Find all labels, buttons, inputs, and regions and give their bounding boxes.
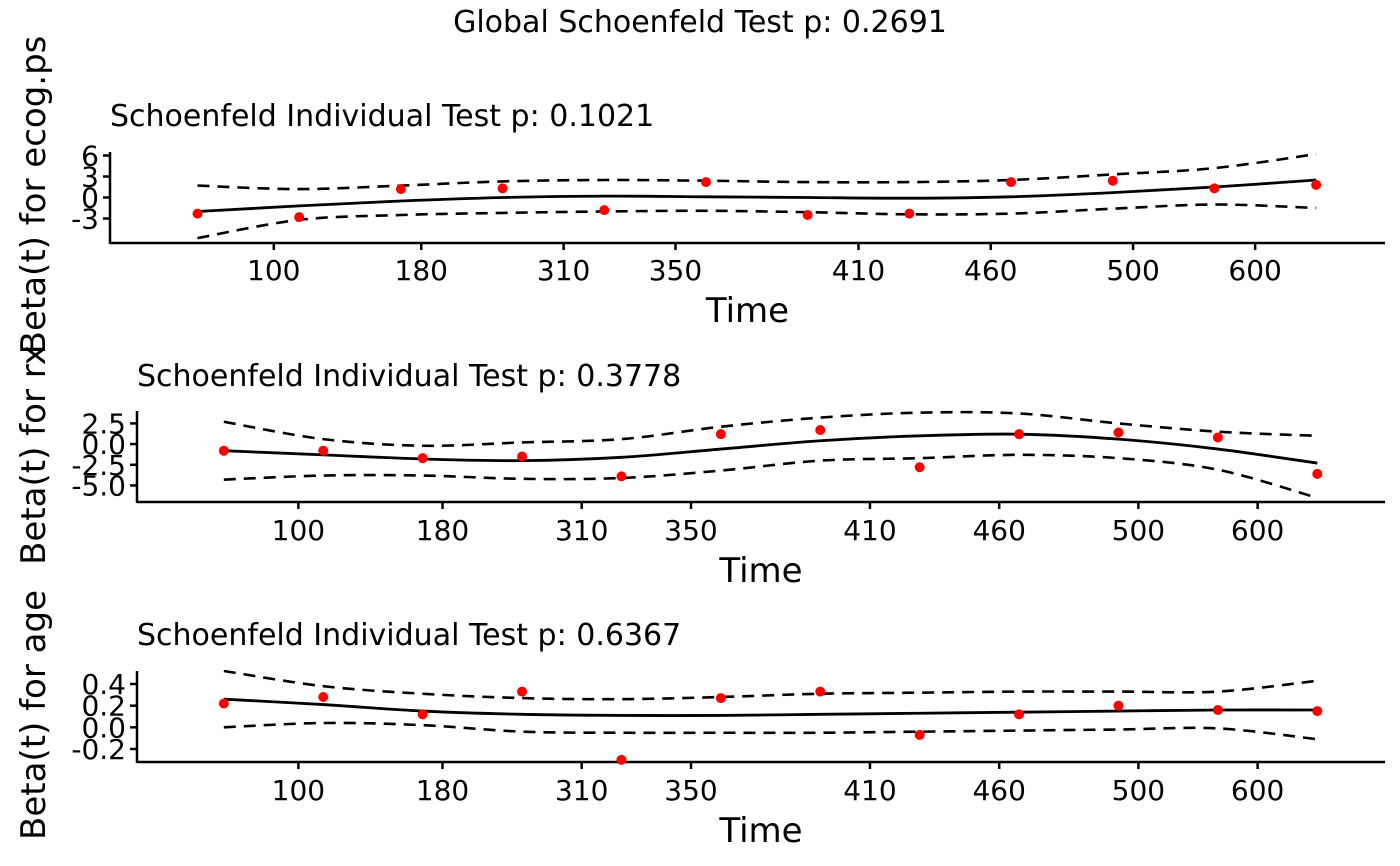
y-tick-label: 0.4 (81, 668, 126, 701)
fit-line (223, 697, 1318, 717)
data-point (1212, 432, 1223, 443)
x-tick-label: 180 (416, 774, 469, 807)
data-point (616, 471, 627, 482)
data-point (1107, 175, 1118, 186)
data-point (1006, 177, 1017, 188)
y-tick-label: 6 (81, 140, 99, 173)
x-axis-label: Time (705, 291, 789, 331)
y-tick-label: -0.2 (71, 733, 126, 766)
panel-3: Schoenfeld Individual Test p: 0.6367 -0.2… (71, 618, 1385, 851)
data-point (192, 208, 203, 219)
x-tick-label: 460 (964, 254, 1017, 287)
x-axis-label: Time (718, 551, 802, 591)
x-axis-label: Time (718, 811, 802, 851)
x-tick-label: 410 (832, 254, 885, 287)
panel-title: Schoenfeld Individual Test p: 0.1021 (110, 99, 654, 134)
x-tick-label: 410 (843, 774, 896, 807)
data-point (1014, 709, 1025, 720)
x-tick-label: 350 (664, 514, 717, 547)
y-axis-label-ecog: Beta(t) for ecog.ps (14, 36, 54, 355)
y-axis-label-rx: Beta(t) for rx (14, 345, 54, 565)
data-point (914, 462, 925, 473)
x-tick-label: 500 (1112, 514, 1165, 547)
x-tick-label: 500 (1106, 254, 1159, 287)
x-tick-label: 180 (395, 254, 448, 287)
global-title: Global Schoenfeld Test p: 0.2691 (453, 5, 947, 40)
data-point (1212, 705, 1223, 715)
panel-title: Schoenfeld Individual Test p: 0.6367 (137, 618, 681, 653)
data-point (1209, 183, 1220, 194)
data-point (517, 451, 528, 462)
data-point (904, 208, 915, 219)
y-tick-label: 0 (81, 182, 99, 215)
plot-area (197, 152, 1317, 240)
data-point (318, 692, 329, 702)
data-point (1312, 468, 1323, 479)
data-point (294, 212, 305, 223)
x-tick-label: 350 (649, 254, 702, 287)
x-tick-label: 500 (1112, 774, 1165, 807)
x-tick-label: 600 (1231, 774, 1284, 807)
x-tick-label: 310 (555, 774, 608, 807)
data-point (1014, 429, 1025, 440)
panel-title: Schoenfeld Individual Test p: 0.3778 (137, 359, 681, 394)
data-point (417, 453, 428, 464)
ci-lower-line (223, 721, 1318, 741)
fit-line (197, 178, 1317, 213)
x-tick-label: 460 (972, 514, 1025, 547)
plot-area (223, 410, 1318, 500)
x-tick-label: 310 (555, 514, 608, 547)
x-tick-label: 600 (1231, 514, 1284, 547)
x-tick-label: 100 (272, 774, 325, 807)
data-point (815, 686, 826, 697)
panel-1: Schoenfeld Individual Test p: 0.1021-303… (71, 99, 1385, 331)
x-tick-label: 310 (537, 254, 590, 287)
data-point (1113, 427, 1124, 438)
x-tick-label: 100 (247, 254, 300, 287)
ci-upper-line (223, 410, 1318, 448)
panel-2: Schoenfeld Individual Test p: 0.3778 -5.0… (71, 359, 1385, 591)
data-point (218, 445, 229, 456)
y-tick-label: -2.5 (71, 449, 126, 482)
ci-lower-line (197, 203, 1317, 240)
data-point (1113, 700, 1124, 711)
data-point (218, 698, 229, 709)
data-point (700, 177, 711, 188)
plot-area (223, 669, 1318, 741)
data-point (715, 693, 726, 704)
y-axis-label-age: Beta(t) for age (14, 590, 54, 840)
ci-lower-line (223, 453, 1318, 500)
data-point (815, 425, 826, 436)
x-tick-label: 100 (272, 514, 325, 547)
data-point (517, 686, 528, 697)
fit-line (223, 432, 1318, 465)
y-tick-label: 3 (81, 161, 99, 194)
y-tick-label: 0.0 (81, 711, 126, 744)
x-tick-label: 410 (843, 514, 896, 547)
ci-upper-line (223, 669, 1318, 701)
y-tick-label: 2.5 (81, 407, 126, 440)
data-point (616, 754, 627, 765)
x-tick-label: 600 (1228, 254, 1281, 287)
data-point (914, 729, 925, 740)
x-tick-label: 460 (972, 774, 1025, 807)
x-tick-label: 180 (416, 514, 469, 547)
data-point (599, 205, 610, 216)
y-tick-label: 0.2 (81, 690, 126, 723)
x-tick-label: 350 (664, 774, 717, 807)
data-point (802, 210, 813, 220)
data-point (715, 429, 726, 440)
data-point (1311, 179, 1322, 190)
y-tick-label: -5.0 (71, 469, 126, 502)
data-point (395, 184, 406, 195)
data-point (1312, 706, 1323, 717)
y-tick-label: 0.0 (81, 428, 126, 461)
data-point (318, 445, 329, 456)
data-point (497, 183, 508, 194)
ci-upper-line (197, 152, 1317, 191)
y-tick-label: -3 (71, 203, 99, 236)
data-point (417, 709, 428, 720)
